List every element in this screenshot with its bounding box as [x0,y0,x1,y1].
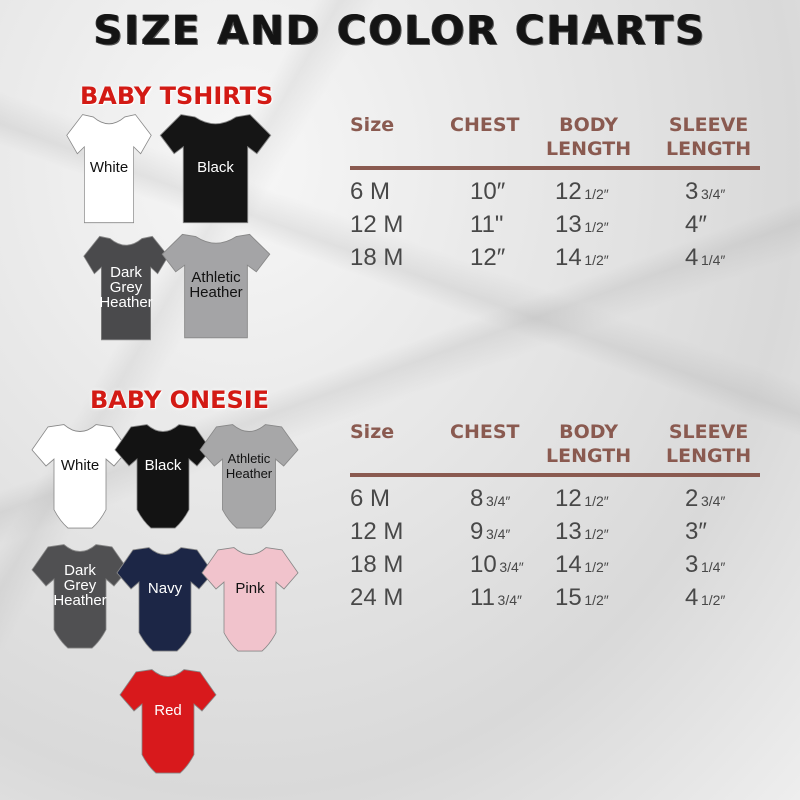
column-header: BODY LENGTH [546,421,632,467]
tshirt-icon [159,114,272,224]
table-cell: 18 M [350,244,404,271]
table-row: 18 M 12″ 14|1/2″ 4|1/4″ [350,243,760,276]
column-header: Size [350,421,395,443]
table-cell: 12 M [350,518,404,545]
color-name: White [89,159,129,176]
table-cell: 2|3/4″ [685,485,726,512]
column-header: SLEEVE LENGTH [666,114,752,160]
table-row: 6 M 10″ 12|1/2″ 3|3/4″ [350,177,760,210]
color-name: Red [154,702,182,719]
onesie-icon [119,669,217,774]
table-cell: 4″ [685,211,707,238]
column-header: CHEST [450,421,520,443]
table-cell: 3|3/4″ [685,178,726,205]
table-cell: 3|1/4″ [685,551,726,578]
table-cell: 9|3/4″ [470,518,511,545]
table-row: 12 M 9|3/4″ 13|1/2″ 3″ [350,517,760,550]
table-row: 12 M 11" 13|1/2″ 4″ [350,210,760,243]
tshirt-icon [161,233,271,339]
color-name: Dark Grey Heather [53,562,107,609]
table-cell: 12 M [350,211,404,238]
table-cell: 14|1/2″ [555,244,609,271]
page-title: SIZE AND COLOR CHARTS [93,8,707,54]
color-name: Black [144,457,182,474]
table-cell: 6 M [350,178,391,205]
table-cell: 4|1/4″ [685,244,726,271]
table-cell: 6 M [350,485,391,512]
column-header: SLEEVE LENGTH [666,421,752,467]
table-cell: 13|1/2″ [555,518,609,545]
color-name: White [60,457,100,474]
onesie-icon [201,547,299,652]
table-cell: 12|1/2″ [555,485,609,512]
onesie-swatch: Navy [115,543,215,658]
onesie-icon [31,424,129,529]
baby-tshirts-label: BABY TSHIRTS [80,82,274,110]
onesie-swatch: Red [118,665,218,780]
onesie-swatch: White [30,420,130,535]
table-row: 18 M 10|3/4″ 14|1/2″ 3|1/4″ [350,550,760,583]
table-cell: 18 M [350,551,404,578]
table-cell: 8|3/4″ [470,485,511,512]
table-cell: 4|1/2″ [685,584,726,611]
tshirt-swatch: Black [158,110,273,225]
onesie-swatch: Black [113,420,213,535]
tshirt-icon [83,235,169,341]
table-cell: 10|3/4″ [470,551,524,578]
table-cell: 12|1/2″ [555,178,609,205]
onesie-swatch: Athletic Heather [198,420,300,535]
onesie-icon [116,547,214,652]
tshirt-swatch: Athletic Heather [160,230,272,340]
header-divider [350,166,760,170]
onesie-icon [114,424,212,529]
table-row: 24 M 11|3/4″ 15|1/2″ 4|1/2″ [350,583,760,616]
table-cell: 10″ [470,178,506,205]
header-divider [350,473,760,477]
color-name: Athletic Heather [189,269,243,301]
column-header: BODY LENGTH [546,114,632,160]
table-cell: 14|1/2″ [555,551,609,578]
table-cell: 12″ [470,244,506,271]
onesie-icon [199,424,299,529]
tshirt-swatch: Dark Grey Heather [82,232,170,342]
table-cell: 11|3/4″ [470,584,522,611]
table-cell: 15|1/2″ [555,584,609,611]
onesie-swatch: Pink [200,543,300,658]
onesie-swatch: Dark Grey Heather [30,540,130,655]
table-cell: 13|1/2″ [555,211,609,238]
table-row: 6 M 8|3/4″ 12|1/2″ 2|3/4″ [350,484,760,517]
color-name: Athletic Heather [225,450,273,481]
column-header: Size [350,114,395,136]
tshirt-swatch: White [65,110,153,225]
color-name: Pink [235,580,265,597]
onesie-size-table: Size CHEST BODY LENGTH SLEEVE LENGTH 6 M 8|3/… [350,420,760,620]
baby-onesie-label: BABY ONESIE [90,386,270,414]
table-cell: 3″ [685,518,707,545]
table-cell: 11" [470,211,504,238]
table-cell: 24 M [350,584,404,611]
color-name: Dark Grey Heather [99,263,153,311]
color-name: Navy [147,580,183,597]
onesie-icon [31,544,129,649]
color-name: Black [197,159,234,176]
tshirt-size-table: Size CHEST BODY LENGTH SLEEVE LENGTH 6 M 10″ 1… [350,113,760,313]
column-header: CHEST [450,114,520,136]
tshirt-icon [66,114,152,224]
